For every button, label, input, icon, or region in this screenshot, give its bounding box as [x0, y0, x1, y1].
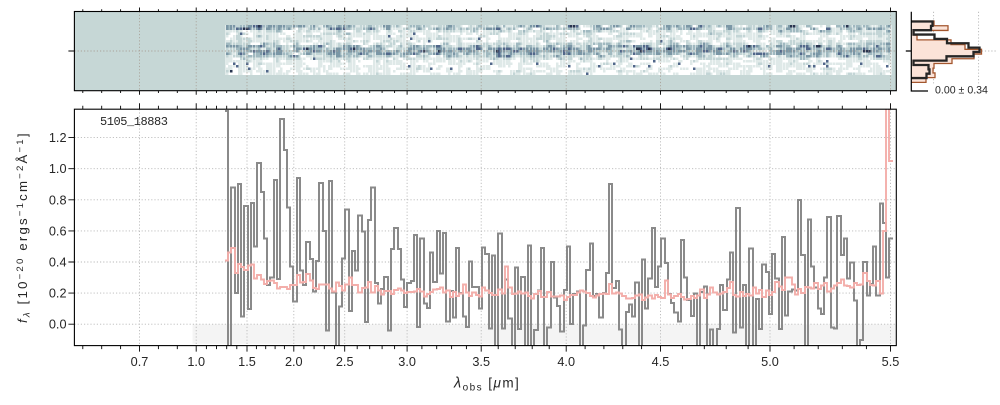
svg-text:4.0: 4.0: [557, 355, 575, 369]
svg-text:4.5: 4.5: [652, 355, 670, 369]
svg-text:0.4: 0.4: [49, 256, 67, 270]
svg-text:0.6: 0.6: [49, 224, 67, 238]
svg-text:5.5: 5.5: [882, 355, 900, 369]
svg-text:1.5: 1.5: [238, 355, 256, 369]
svg-text:1.2: 1.2: [49, 131, 67, 145]
svg-text:5105_18883: 5105_18883: [100, 115, 168, 129]
svg-text:3.0: 3.0: [398, 355, 416, 369]
svg-text:fλ [10−20 ergs−1cm−2Å−1]: fλ [10−20 ergs−1cm−2Å−1]: [15, 131, 33, 323]
svg-text:2.5: 2.5: [336, 355, 354, 369]
svg-text:5.0: 5.0: [761, 355, 779, 369]
svg-text:2.0: 2.0: [285, 355, 303, 369]
svg-text:1.0: 1.0: [187, 355, 205, 369]
svg-text:0.2: 0.2: [49, 287, 67, 301]
svg-text:3.5: 3.5: [472, 355, 490, 369]
svg-text:1.0: 1.0: [49, 162, 67, 176]
svg-text:0.0: 0.0: [49, 318, 67, 332]
svg-text:λobs [μm]: λobs [μm]: [453, 376, 520, 394]
svg-text:0.00 ± 0.34: 0.00 ± 0.34: [935, 85, 988, 97]
svg-text:0.8: 0.8: [49, 193, 67, 207]
svg-text:0.7: 0.7: [131, 355, 149, 369]
